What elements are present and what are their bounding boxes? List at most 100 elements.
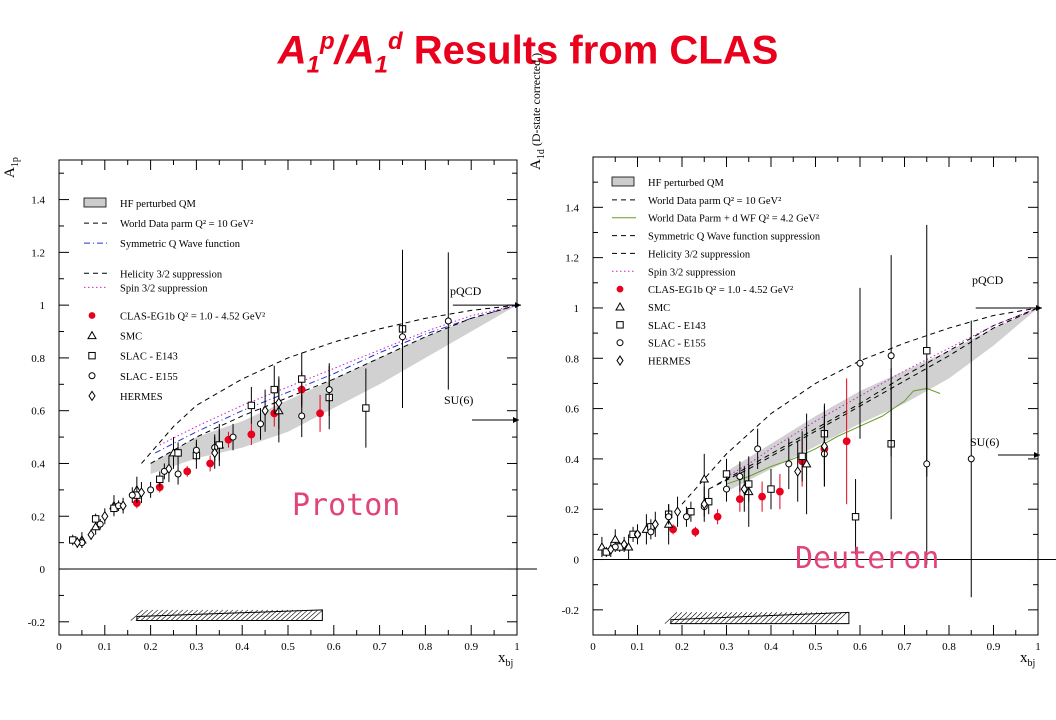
hatch-line [809, 612, 823, 624]
legend: HF perturbed QM World Data parm Q² = 10 G… [611, 176, 821, 368]
hatch-line [829, 612, 843, 624]
marker-e155 [96, 520, 104, 528]
marker-e155 [856, 359, 864, 367]
hatch-line [814, 612, 828, 624]
y-axis-label-sup: 1d [536, 149, 547, 159]
marker-hermes [88, 390, 96, 402]
legend-entry: Spin 3/2 suppression [648, 267, 736, 278]
marker-e143 [362, 404, 370, 412]
hatch-line [699, 612, 713, 624]
legend-entry: SLAC - E143 [648, 321, 706, 332]
legend-entry: Spin 3/2 suppression [120, 283, 208, 294]
marker-hermes [616, 355, 624, 366]
hatch-line [270, 609, 284, 621]
y-tick-label: 0.6 [31, 406, 45, 418]
marker-e155 [147, 486, 155, 494]
hatch-line [140, 609, 154, 621]
marker-e155 [723, 485, 730, 493]
y-tick-label: 0.8 [31, 353, 45, 365]
panel-label: Deuteron [795, 541, 940, 576]
hf-band [150, 305, 517, 475]
y-tick-label: 1.4 [565, 202, 579, 214]
hatch-line [250, 609, 264, 621]
x-tick-label: 0.9 [987, 641, 1001, 653]
marker-hermes [211, 447, 219, 459]
marker-e155 [257, 420, 265, 428]
y-axis-label-rest: (D-state corrected ) [529, 53, 543, 149]
hatch-line [245, 609, 259, 621]
x-tick-label: 0.2 [144, 641, 158, 653]
hatch-line [145, 609, 159, 621]
annotation-su6: SU(6) [444, 393, 473, 407]
x-tick-label: 0.8 [419, 641, 433, 653]
hatch-line [230, 609, 244, 621]
x-axis-label: xbj [498, 650, 513, 669]
hatch-line [799, 612, 813, 624]
marker-smc [699, 474, 710, 483]
panel-proton: 0 0.1 0.2 0.3 0.4 0.5 0.6 0.7 0.8 0.9 1 -0.2 0 0.2 0.4… [2, 157, 537, 669]
hatch-line [265, 609, 279, 621]
marker-hermes [794, 466, 802, 477]
marker-hermes [673, 506, 682, 518]
title-sub1: 1 [306, 51, 320, 79]
legend-entry: World Data Parm + d WF Q² = 4.2 GeV² [648, 214, 819, 225]
marker-e155 [174, 470, 182, 478]
x-tick-label: 0.3 [190, 641, 204, 653]
marker-smc [610, 534, 621, 543]
panel-deuteron: 0 0.1 0.2 0.3 0.4 0.5 0.6 0.7 0.8 0.9 1 -0.2 0 0.2 0.4… [528, 53, 1056, 669]
hatch-line [240, 609, 254, 621]
hatch-line [689, 612, 703, 624]
legend-swatch-clas [88, 312, 96, 319]
pqcd-arrowhead [515, 302, 521, 309]
marker-e155 [192, 446, 200, 454]
panel-label: Proton [292, 488, 400, 523]
hatch-line [200, 609, 214, 621]
y-tick-label: 0.4 [31, 458, 45, 470]
hatch-line [724, 612, 738, 624]
marker-e143 [174, 449, 182, 457]
legend-entry: SMC [120, 332, 142, 343]
hatch-line [819, 612, 833, 624]
marker-hermes [620, 539, 628, 550]
hatch-line [255, 609, 269, 621]
hatch-line [275, 609, 289, 621]
legend-entry: World Data parm Q² = 10 GeV² [648, 196, 781, 207]
hatch-line [729, 612, 743, 624]
marker-e155 [923, 460, 931, 468]
legend-entry: HF perturbed QM [120, 199, 196, 210]
hatch-line [285, 609, 299, 621]
y-axis-label-sup: 1p [10, 157, 21, 167]
hatch-line [749, 612, 763, 624]
pqcd-arrowhead [1036, 304, 1042, 311]
marker-hermes [651, 518, 659, 530]
marker-clas [183, 467, 192, 476]
systematic-band [136, 609, 323, 621]
title-sup1: p [319, 28, 335, 55]
legend-entry: SMC [648, 303, 670, 314]
title-sup2: d [388, 28, 403, 55]
x-tick-label: 0.7 [373, 641, 387, 653]
marker-clas [758, 492, 766, 501]
hatch-line [764, 612, 778, 624]
marker-e155 [682, 513, 690, 521]
marker-hermes [73, 537, 81, 549]
marker-e155 [325, 386, 333, 394]
x-tick-label: 0.6 [853, 641, 867, 653]
marker-e143 [247, 401, 256, 410]
hatch-line [205, 609, 219, 621]
hatch-line [260, 609, 274, 621]
marker-hermes [87, 529, 95, 541]
marker-hermes [275, 397, 283, 409]
x-tick-label: 0.2 [675, 641, 689, 653]
marker-hermes [101, 510, 109, 522]
y-tick-label: 0.6 [565, 404, 579, 416]
marker-e143 [616, 321, 624, 329]
marker-hermes [820, 440, 829, 452]
legend-entry: HERMES [120, 392, 163, 403]
marker-hermes [261, 405, 269, 417]
hatch-line [684, 612, 698, 624]
marker-clas [713, 512, 722, 521]
y-tick-label: 1 [40, 300, 46, 312]
marker-e155 [444, 317, 452, 325]
